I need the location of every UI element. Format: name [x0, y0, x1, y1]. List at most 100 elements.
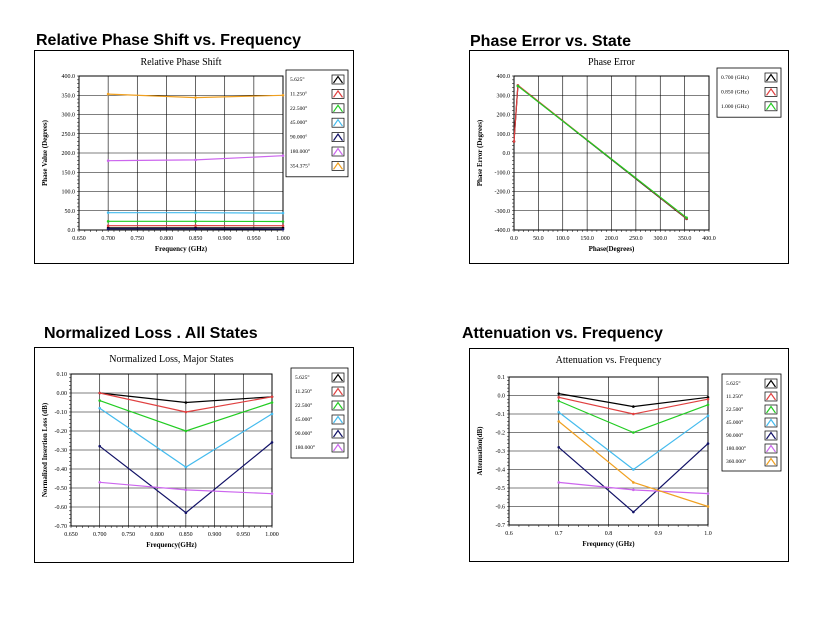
- x-tick-label: 0.850: [189, 236, 203, 242]
- data-point: [184, 429, 188, 433]
- y-tick-label: 0.0: [498, 394, 506, 400]
- y-tick-label: -0.4: [496, 468, 506, 474]
- x-axis-label: Frequency(GHz): [146, 541, 197, 549]
- x-tick-label: 0.6: [505, 531, 513, 537]
- y-tick-label: -0.50: [55, 486, 68, 492]
- data-point: [557, 410, 561, 414]
- data-point: [194, 224, 197, 227]
- x-tick-label: 1.0: [704, 531, 712, 537]
- data-point: [270, 395, 274, 399]
- chart-title: Attenuation vs. Frequency: [556, 355, 662, 366]
- data-point: [281, 227, 285, 231]
- x-tick-label: 0.700: [101, 236, 115, 242]
- x-tick-label: 250.0: [629, 236, 643, 242]
- data-point: [270, 412, 274, 416]
- data-point: [184, 401, 188, 404]
- legend-swatch: [764, 443, 778, 454]
- data-point: [270, 441, 274, 444]
- legend-label: 90.000°: [295, 430, 312, 437]
- y-tick-label: -0.30: [55, 448, 68, 454]
- chart-heading-normalized-loss: Normalized Loss . All States: [44, 325, 258, 342]
- x-tick-label: 0.750: [122, 532, 136, 538]
- y-tick-label: 0.00: [57, 391, 68, 397]
- legend-marker: [333, 75, 343, 84]
- y-tick-label: -0.20: [55, 429, 68, 435]
- data-point: [706, 396, 710, 399]
- x-tick-label: 100.0: [556, 236, 570, 242]
- legend-swatch: [331, 117, 345, 128]
- y-tick-label: 150.0: [62, 170, 76, 176]
- data-point: [184, 488, 188, 492]
- data-point: [106, 220, 110, 223]
- y-tick-label: -0.6: [496, 505, 506, 511]
- legend-swatch: [331, 372, 345, 383]
- legend-label: 90.000°: [290, 134, 307, 141]
- legend-marker: [333, 429, 343, 438]
- legend-swatch: [764, 456, 778, 467]
- legend-swatch: [331, 146, 345, 157]
- legend-marker: [766, 405, 776, 414]
- y-tick-label: 0.1: [498, 375, 506, 381]
- x-tick-label: 0.9: [655, 531, 663, 537]
- data-point: [557, 481, 561, 484]
- data-point: [706, 492, 710, 495]
- data-point: [281, 93, 285, 97]
- legend-swatch: [764, 87, 778, 97]
- legend-marker: [333, 373, 343, 382]
- y-tick-label: -300.0: [495, 209, 511, 215]
- x-tick-label: 0.900: [208, 532, 222, 538]
- data-point: [281, 211, 285, 215]
- legend-label: 11.250°: [726, 393, 743, 400]
- legend-label: 1.000 (GHz): [721, 103, 749, 110]
- data-point: [632, 488, 635, 492]
- legend-marker: [333, 104, 343, 113]
- data-point: [516, 84, 520, 88]
- legend-swatch: [331, 74, 345, 85]
- legend-label: 0.700 (GHz): [721, 74, 749, 81]
- y-tick-label: -0.2: [496, 431, 506, 437]
- x-tick-label: 0.800: [150, 532, 164, 538]
- data-point: [557, 399, 561, 403]
- x-tick-label: 0.750: [131, 236, 145, 242]
- data-point: [281, 220, 285, 223]
- x-tick-label: 400.0: [702, 236, 716, 242]
- x-tick-label: 0.900: [218, 236, 232, 242]
- chart-panel-phase-shift: Relative Phase Shift 0.650 0.700 0.750 0.800…: [34, 50, 354, 269]
- data-point: [557, 446, 561, 449]
- y-tick-label: 300.0: [497, 93, 511, 99]
- data-point: [632, 431, 635, 434]
- legend-swatch: [331, 161, 345, 171]
- y-tick-label: 0.0: [68, 228, 76, 234]
- legend-swatch: [331, 428, 345, 439]
- data-point: [194, 211, 197, 214]
- legend-marker: [766, 102, 776, 111]
- data-point: [557, 392, 561, 395]
- data-point: [706, 403, 710, 407]
- data-point: [557, 396, 561, 399]
- y-tick-label: -0.3: [496, 449, 506, 455]
- legend-label: 5.625°: [726, 380, 741, 387]
- legend-label: 11.250°: [295, 388, 312, 395]
- data-point: [281, 224, 285, 227]
- y-tick-label: 400.0: [497, 74, 511, 80]
- y-tick-label: 100.0: [62, 190, 76, 196]
- legend-swatch: [764, 101, 778, 112]
- legend-label: 0.850 (GHz): [721, 88, 749, 95]
- x-tick-label: 0.8: [605, 531, 613, 537]
- data-point: [270, 401, 274, 404]
- legend-marker: [333, 401, 343, 410]
- legend-swatch: [764, 391, 778, 402]
- chart-heading-phase-error: Phase Error vs. State: [470, 33, 631, 50]
- x-tick-label: 1.000: [265, 532, 279, 538]
- data-point: [106, 92, 110, 96]
- y-tick-label: -0.40: [55, 467, 68, 473]
- legend-marker: [766, 392, 776, 401]
- legend-swatch: [764, 72, 778, 83]
- legend-marker: [766, 87, 776, 96]
- data-point: [706, 397, 710, 401]
- legend-marker: [333, 443, 343, 452]
- data-point: [98, 406, 102, 410]
- legend-marker: [766, 444, 776, 453]
- legend-marker: [766, 418, 776, 427]
- y-tick-label: -0.5: [496, 486, 506, 492]
